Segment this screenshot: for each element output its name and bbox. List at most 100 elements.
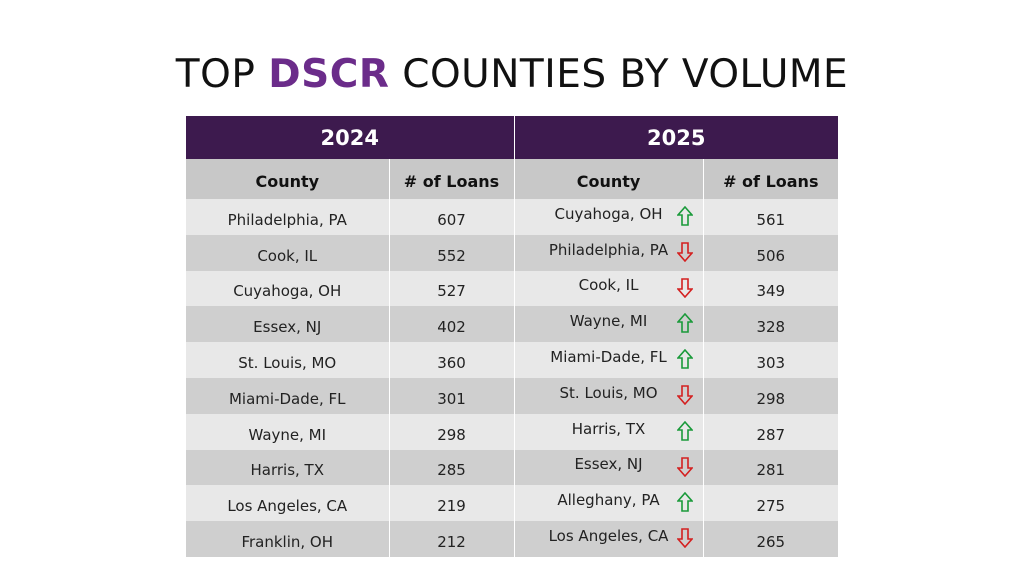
county-2025-cell-text: Wayne, MI	[569, 312, 648, 331]
loans-2025-cell-text: 303	[756, 354, 786, 373]
arrow-up-icon	[676, 349, 693, 369]
loans-2024-cell: 301	[389, 377, 515, 414]
county-2025-cell: Cook, IL	[514, 270, 704, 307]
county-2025-cell-text: Essex, NJ	[574, 455, 643, 474]
loans-2024-cell-text: 527	[437, 282, 466, 301]
loans-2025-cell: 265	[703, 521, 839, 557]
loans-2025-cell-text: 349	[756, 282, 786, 301]
loans-2025-cell: 281	[703, 449, 839, 486]
loans-2024-cell-text: 285	[437, 461, 466, 480]
loans-2024-cell: 527	[389, 270, 515, 307]
title-suffix: COUNTIES BY VOLUME	[389, 52, 849, 97]
column-header-row: County # of Loans County # of Loans	[186, 159, 839, 199]
county-2025-cell-text: Cook, IL	[578, 276, 639, 295]
table-row: Philadelphia, PA 607 Cuyahoga, OH 561	[186, 199, 839, 235]
loans-2025-cell: 275	[703, 485, 839, 522]
county-2024-cell: Los Angeles, CA	[186, 485, 390, 522]
loans-2025-cell-text: 328	[756, 318, 786, 337]
loans-2024-cell-text: 360	[437, 354, 466, 373]
county-2024-cell-text: Harris, TX	[250, 461, 325, 480]
loans-2024-cell: 212	[389, 521, 515, 557]
county-2024-cell: Franklin, OH	[186, 521, 390, 557]
title-prefix: TOP	[175, 52, 269, 97]
county-2024-cell-text: Miami-Dade, FL	[228, 389, 346, 408]
arrow-up-icon	[676, 420, 693, 441]
page-title: TOP DSCR COUNTIES BY VOLUME	[0, 52, 1024, 97]
arrow-up-icon	[676, 313, 693, 334]
table-row: Franklin, OH 212 Los Angeles, CA 265	[186, 521, 839, 557]
county-2024-cell-text: Cuyahoga, OH	[233, 282, 342, 301]
table-row: Cuyahoga, OH 527 Cook, IL 349	[186, 270, 839, 307]
county-2024-cell-text: Philadelphia, PA	[227, 210, 347, 229]
loans-2025-cell: 349	[703, 270, 839, 307]
table-body: Philadelphia, PA 607 Cuyahoga, OH 561 Cook, …	[186, 199, 839, 557]
table-row: Harris, TX 285 Essex, NJ 281	[186, 449, 839, 486]
county-2024-cell: Essex, NJ	[186, 306, 390, 343]
arrow-up-icon	[676, 492, 693, 513]
county-2024-cell: Cook, IL	[186, 234, 390, 271]
county-2025-cell: Cuyahoga, OH	[514, 199, 704, 235]
county-2025-cell: Miami-Dade, FL	[514, 342, 704, 378]
loans-2025-cell: 328	[703, 306, 839, 343]
loans-2024-cell: 298	[389, 413, 515, 450]
county-table-wrapper: 2024 2025 County # of Loans County # of …	[186, 116, 839, 557]
county-2025-cell: Wayne, MI	[514, 306, 704, 343]
table-row: St. Louis, MO 360 Miami-Dade, FL 303	[186, 342, 839, 378]
table-row: Cook, IL 552 Philadelphia, PA 506	[186, 234, 839, 271]
county-table: 2024 2025 County # of Loans County # of …	[186, 116, 839, 557]
loans-2024-cell: 219	[389, 485, 515, 522]
arrow-down-icon	[676, 241, 693, 262]
county-2025-cell-text: Philadelphia, PA	[548, 240, 669, 259]
county-2024-cell-text: Essex, NJ	[253, 318, 322, 337]
county-2025-cell-text: St. Louis, MO	[559, 383, 658, 402]
county-2025-cell-text: Harris, TX	[571, 419, 646, 438]
loans-2024-cell: 607	[389, 199, 515, 235]
arrow-down-icon	[676, 456, 693, 477]
loans-2025-cell-text: 298	[756, 389, 786, 408]
loans-2025-cell: 561	[703, 199, 839, 235]
table-row: Miami-Dade, FL 301 St. Louis, MO 298	[186, 377, 839, 414]
county-2025-cell: Essex, NJ	[514, 449, 704, 486]
county-2025-cell: Philadelphia, PA	[514, 234, 704, 271]
arrow-up-icon	[676, 206, 693, 226]
loans-2025-cell-text: 281	[756, 461, 786, 480]
county-2025-cell-text: Miami-Dade, FL	[550, 348, 667, 367]
county-2025-cell: Alleghany, PA	[514, 485, 704, 522]
loans-2024-cell-text: 212	[437, 533, 466, 552]
loans-2024-cell: 285	[389, 449, 515, 486]
loans-2025-cell: 506	[703, 234, 839, 271]
column-header-county-2025: County	[514, 159, 704, 199]
county-2025-cell-text: Alleghany, PA	[557, 491, 660, 510]
county-2024-cell-text: Los Angeles, CA	[227, 497, 348, 516]
loans-2024-cell-text: 402	[437, 318, 466, 337]
county-2024-cell: Harris, TX	[186, 449, 390, 486]
loans-2024-cell: 360	[389, 342, 515, 378]
column-header-loans-2025: # of Loans	[703, 159, 839, 199]
county-2025-cell-text: Cuyahoga, OH	[554, 204, 663, 223]
arrow-down-icon	[676, 528, 693, 549]
loans-2025-cell-text: 561	[756, 210, 786, 229]
county-2024-cell: Wayne, MI	[186, 413, 390, 450]
county-2024-cell-text: Franklin, OH	[241, 533, 334, 552]
loans-2024-cell-text: 301	[437, 389, 466, 408]
county-2024-cell-text: St. Louis, MO	[238, 354, 337, 373]
loans-2024-cell: 552	[389, 234, 515, 271]
loans-2025-cell: 287	[703, 413, 839, 450]
loans-2025-cell-text: 275	[756, 497, 786, 516]
year-header-2025: 2025	[513, 116, 839, 159]
county-2024-cell-text: Cook, IL	[257, 246, 318, 265]
county-2024-cell: St. Louis, MO	[186, 342, 390, 378]
loans-2024-cell-text: 552	[437, 246, 466, 265]
year-header-row: 2024 2025	[186, 116, 839, 159]
arrow-down-icon	[676, 277, 693, 298]
table-row: Essex, NJ 402 Wayne, MI 328	[186, 306, 839, 343]
county-2024-cell-text: Wayne, MI	[248, 425, 327, 444]
county-2024-cell: Cuyahoga, OH	[186, 270, 390, 307]
column-header-county-2024: County	[186, 159, 390, 199]
year-header-2024: 2024	[186, 116, 515, 159]
loans-2024-cell-text: 298	[437, 425, 466, 444]
loans-2025-cell-text: 265	[756, 533, 786, 552]
county-2025-cell-text: Los Angeles, CA	[548, 527, 669, 546]
title-accent: DSCR	[268, 52, 390, 97]
arrow-down-icon	[676, 385, 693, 405]
